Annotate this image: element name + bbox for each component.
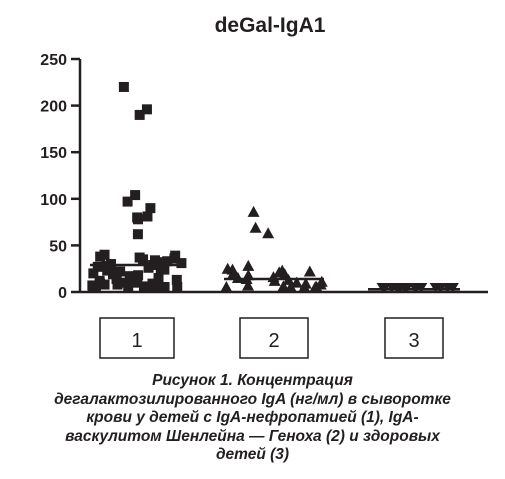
data-point-group-1 <box>111 273 122 284</box>
y-tick-label: 150 <box>40 145 67 162</box>
data-point-group-2 <box>309 281 322 292</box>
caption-line-5: детей (3) <box>215 446 290 463</box>
data-point-group-1 <box>124 271 135 282</box>
data-point-group-1 <box>148 282 159 292</box>
data-point-group-2 <box>220 281 233 292</box>
data-point-group-2 <box>247 205 260 217</box>
category-box-3 <box>384 317 444 359</box>
figure-caption: Рисунок 1. Концентрация дегалактозилиров… <box>0 372 505 465</box>
data-point-group-2 <box>262 227 275 239</box>
data-point-group-1 <box>171 274 182 285</box>
data-point-group-1 <box>176 258 187 269</box>
data-point-group-2 <box>284 281 297 292</box>
category-label-3: 3 <box>408 330 419 352</box>
data-point-group-2 <box>277 280 290 292</box>
category-box-1 <box>99 317 175 359</box>
data-point-group-1 <box>138 281 149 292</box>
caption-line-3: крови у детей с IgA-нефропатией (1), IgA… <box>86 409 419 426</box>
data-point-group-1 <box>172 282 183 292</box>
data-point-group-2 <box>231 272 244 284</box>
y-tick-label: 250 <box>40 52 67 69</box>
data-point-group-1 <box>142 211 153 222</box>
chart-title: deGal-IgA1 <box>215 14 326 37</box>
data-point-group-2 <box>242 279 255 291</box>
data-point-group-2 <box>242 259 255 271</box>
data-point-group-1 <box>95 251 106 262</box>
plot-area: 0 50 100 150 200 250 1 2 3 <box>40 52 488 359</box>
data-point-group-2 <box>290 276 303 288</box>
data-point-group-2 <box>298 281 311 292</box>
y-tick-label: 200 <box>40 99 67 116</box>
data-point-group-1 <box>154 282 165 292</box>
data-point-group-1 <box>132 277 143 288</box>
data-point-group-1 <box>123 281 134 292</box>
data-point-group-1 <box>112 279 123 290</box>
data-point-group-1 <box>159 264 170 275</box>
data-point-group-1 <box>134 109 145 120</box>
caption-line-1: Рисунок 1. Концентрация <box>152 372 353 389</box>
data-point-group-1 <box>132 214 143 225</box>
data-point-group-1 <box>92 261 103 272</box>
data-point-group-1 <box>138 254 149 265</box>
data-point-group-1 <box>143 262 154 273</box>
y-tick-label: 0 <box>58 285 67 302</box>
y-tick-label: 50 <box>49 238 67 255</box>
data-point-group-1 <box>122 196 133 207</box>
data-point-group-2 <box>249 221 262 233</box>
data-point-group-1 <box>88 268 99 279</box>
data-point-group-1 <box>162 256 173 267</box>
caption-line-4: васкулитом Шенлейна — Геноха (2) и здоро… <box>65 427 440 445</box>
data-point-group-1 <box>153 273 164 284</box>
data-point-group-2 <box>303 265 316 277</box>
data-point-group-1 <box>141 104 152 115</box>
data-point-group-1 <box>118 81 129 92</box>
data-point-group-1 <box>102 265 113 276</box>
data-point-group-1 <box>99 279 110 290</box>
caption-line-2: дегалактозилированного IgA (нг/мл) в сыв… <box>54 390 451 408</box>
category-label-2: 2 <box>268 330 279 352</box>
category-label-1: 1 <box>131 330 142 352</box>
category-box-2 <box>239 317 309 359</box>
data-point-group-2 <box>268 274 281 286</box>
data-point-group-1 <box>130 190 141 201</box>
data-point-group-1 <box>132 229 143 240</box>
y-tick-label: 100 <box>40 192 67 209</box>
data-point-group-1 <box>88 282 99 292</box>
data-point-group-1 <box>169 253 180 264</box>
data-point-group-1 <box>145 203 156 214</box>
